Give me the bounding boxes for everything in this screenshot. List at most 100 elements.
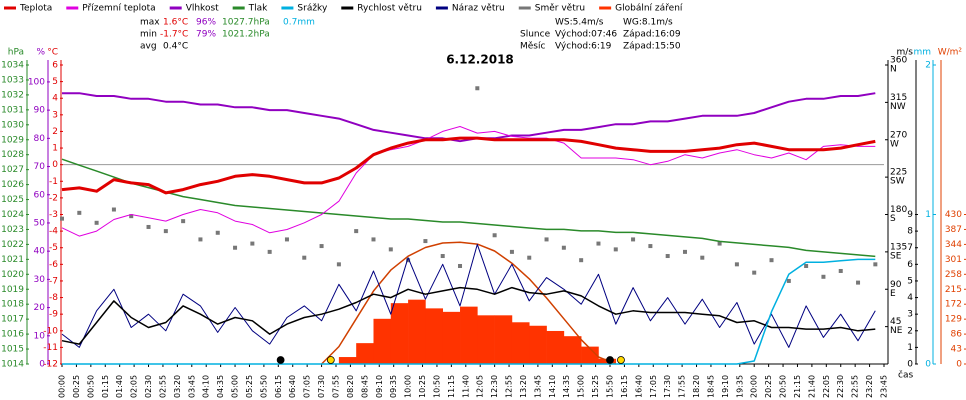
x-tick-label: 16:40 [634,375,643,398]
tick-label: 215 [945,285,962,295]
x-tick-label: 20:50 [779,375,788,398]
tick-label: 70 [34,162,46,172]
x-tick-label: 21:15 [793,375,802,398]
tick-label: 1029 [1,135,24,145]
legend-label: Srážky [297,4,328,14]
tick-label: 1014 [1,360,24,370]
tick-label: 1031 [1,105,24,115]
tick-label: 1027 [1,165,24,175]
series-line [61,158,876,258]
solar-bar [390,303,409,364]
tick-label: N [890,65,897,75]
event-marker [276,356,285,364]
x-tick-label: 16:15 [620,375,629,398]
legend-label: Přízemní teplota [82,4,155,14]
tick-value: 270 [890,130,907,140]
event-marker [326,356,335,364]
tick-label: 1 [925,210,931,220]
x-tick-label: 05:00 [231,375,240,398]
direction-dot [492,233,497,238]
tick-label: 1025 [1,195,24,205]
tick-label: 50 [34,218,46,228]
x-tick-label: 21:40 [807,375,816,398]
direction-dot [752,270,757,275]
x-tick-label: 18:20 [692,375,701,398]
x-tick-label: 10:50 [432,375,441,398]
tick-value: 135 [890,242,907,252]
direction-dot [458,263,463,268]
tick-label: 80 [34,134,46,144]
x-tick-label: 03:45 [187,375,196,398]
tick-label: -2 [49,193,58,203]
direction-dot [700,255,705,260]
axis-header: % [36,48,45,58]
tick-label: -9 [49,310,58,320]
tick-label: 344 [945,240,962,250]
legend-label: Náraz větru [452,4,505,14]
direction-dot [804,263,809,268]
tick-label: 5 [907,276,913,286]
x-tick-label: 11:15 [447,375,456,398]
x-tick-label: 07:30 [317,375,326,398]
tick-label: 86 [951,330,963,340]
stat-label: max [140,18,160,28]
stat-rain: 0.7mm [283,18,315,28]
x-tick-label: 07:55 [332,375,341,398]
tick-label: 430 [945,210,962,220]
stat-label: avg [140,42,157,52]
x-tick-label: 05:25 [245,375,254,398]
tick-label: 0 [39,360,45,370]
solar-bar [529,325,547,364]
x-tick-label: 17:30 [663,375,672,398]
tick-label: 1017 [1,315,24,325]
tick-label: -1 [49,177,58,187]
series-line [62,92,876,143]
tick-label: 1 [52,144,58,154]
direction-dot [111,207,116,212]
direction-dot [665,254,670,259]
stat-hum: 96% [196,18,216,28]
tick-label: E [890,289,896,299]
tick-label: 1033 [1,75,24,85]
sun-label: Slunce [520,30,551,40]
event-marker [617,356,625,364]
stat-temp: 1.6°C [163,18,188,28]
direction-dot [423,239,428,244]
tick-label: S [890,214,896,224]
direction-dot [613,247,618,252]
tick-label: 1016 [1,330,24,340]
x-tick-label: 04:10 [202,375,211,398]
tick-label: 1020 [1,270,24,280]
series-line [61,286,876,345]
solar-bar [338,357,357,364]
tick-label: 129 [945,315,962,325]
legend-label: Globální záření [615,4,683,14]
x-tick-label: 05:50 [259,375,268,398]
x-tick-label: 09:35 [389,375,398,398]
direction-dot [319,244,324,249]
x-tick-label: 19:35 [735,375,744,398]
direction-dot [406,258,411,263]
tick-label: 1015 [1,345,24,355]
direction-dot [734,262,739,267]
tick-label: -12 [43,360,58,370]
tick-label: 1034 [1,61,24,71]
tick-label: NW [890,102,906,112]
sun-set: Západ:16:09 [623,30,681,40]
x-tick-label: 02:55 [158,375,167,398]
x-tick-label: 12:05 [476,375,485,398]
stat-temp: 0.4°C [163,42,188,52]
stat-press: 1027.7hPa [222,18,270,28]
solar-bar [356,343,374,364]
tick-label: 43 [951,345,962,355]
direction-dot [561,245,566,250]
x-tick-label: 18:45 [706,375,715,398]
tick-label: 0 [52,160,58,170]
tick-label: 1019 [1,285,24,295]
legend-label: Směr větru [535,4,585,14]
direction-dot [786,278,791,283]
x-tick-label: 15:25 [591,375,600,398]
x-tick-label: 06:15 [274,375,283,398]
direction-dot [388,247,393,252]
direction-dot [267,249,272,254]
